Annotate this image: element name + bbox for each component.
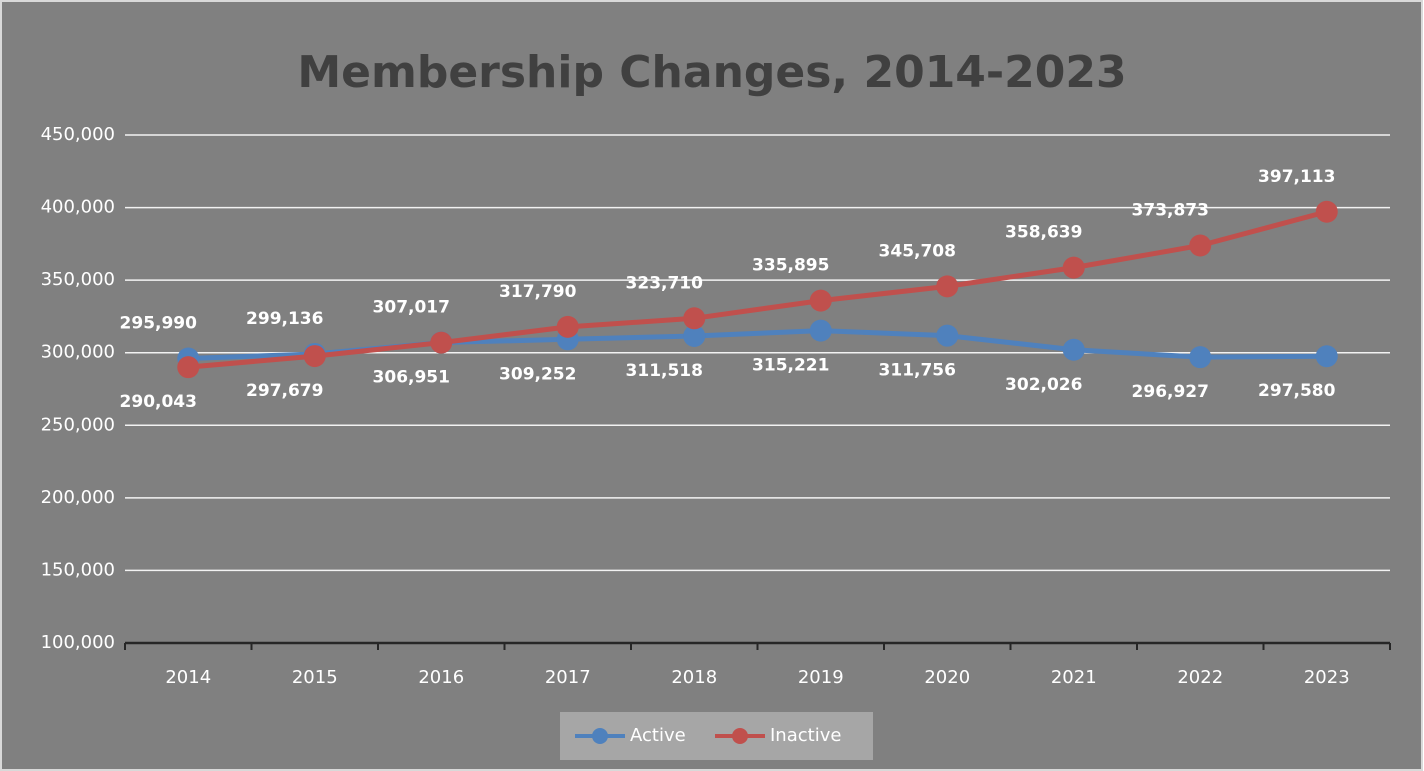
data-point [809, 319, 832, 342]
x-tick-label: 2020 [924, 667, 970, 688]
y-tick-label: 300,000 [41, 342, 115, 363]
data-label: 297,580 [1258, 381, 1336, 401]
data-point [683, 324, 706, 347]
x-tick-label: 2023 [1304, 667, 1350, 688]
x-tick-label: 2022 [1177, 667, 1223, 688]
data-label: 317,790 [499, 282, 577, 302]
data-label: 299,136 [246, 309, 323, 329]
data-label: 373,873 [1132, 200, 1209, 220]
y-tick-label: 100,000 [41, 632, 115, 653]
legend-marker [592, 728, 608, 744]
data-label: 307,017 [373, 298, 450, 318]
data-label: 345,708 [879, 241, 956, 261]
data-label: 335,895 [752, 256, 829, 276]
series-line [188, 209, 1328, 370]
data-point [556, 315, 579, 338]
data-label: 309,252 [499, 364, 576, 384]
data-point [1189, 346, 1212, 369]
data-point [177, 356, 200, 379]
chart-title: Membership Changes, 2014-2023 [297, 47, 1126, 98]
data-label: 295,990 [120, 314, 198, 334]
legend-label: Inactive [770, 725, 841, 746]
data-point [1315, 345, 1338, 368]
data-point [683, 307, 706, 330]
data-label: 306,951 [373, 368, 450, 388]
x-tick-label: 2018 [671, 667, 717, 688]
y-tick-label: 150,000 [41, 559, 115, 580]
x-tick-label: 2021 [1051, 667, 1097, 688]
data-point [1062, 338, 1085, 361]
data-label: 302,026 [1005, 375, 1082, 395]
data-label: 290,043 [120, 392, 197, 412]
x-tick-label: 2016 [418, 667, 464, 688]
data-label: 296,927 [1132, 382, 1209, 402]
data-point [303, 345, 326, 368]
data-label: 397,113 [1258, 167, 1335, 187]
data-label: 311,756 [879, 361, 956, 381]
y-tick-label: 350,000 [41, 269, 115, 290]
data-label: 297,679 [246, 381, 323, 401]
data-point [936, 275, 959, 298]
data-label: 311,518 [626, 361, 703, 381]
y-tick-label: 400,000 [41, 197, 115, 218]
legend-label: Active [630, 725, 686, 746]
y-tick-label: 450,000 [41, 124, 115, 145]
data-point [1315, 200, 1338, 223]
y-tick-label: 250,000 [41, 414, 115, 435]
data-point [1189, 234, 1212, 257]
legend-marker [732, 728, 748, 744]
y-tick-label: 200,000 [41, 487, 115, 508]
x-tick-label: 2015 [292, 667, 338, 688]
data-label: 315,221 [752, 356, 829, 376]
x-tick-label: 2019 [798, 667, 844, 688]
data-point [430, 331, 453, 354]
data-point [809, 289, 832, 312]
data-point [936, 324, 959, 347]
x-tick-label: 2017 [545, 667, 591, 688]
x-tick-label: 2014 [165, 667, 211, 688]
data-label: 358,639 [1005, 223, 1082, 243]
data-point [1062, 256, 1085, 279]
data-label: 323,710 [626, 273, 704, 293]
